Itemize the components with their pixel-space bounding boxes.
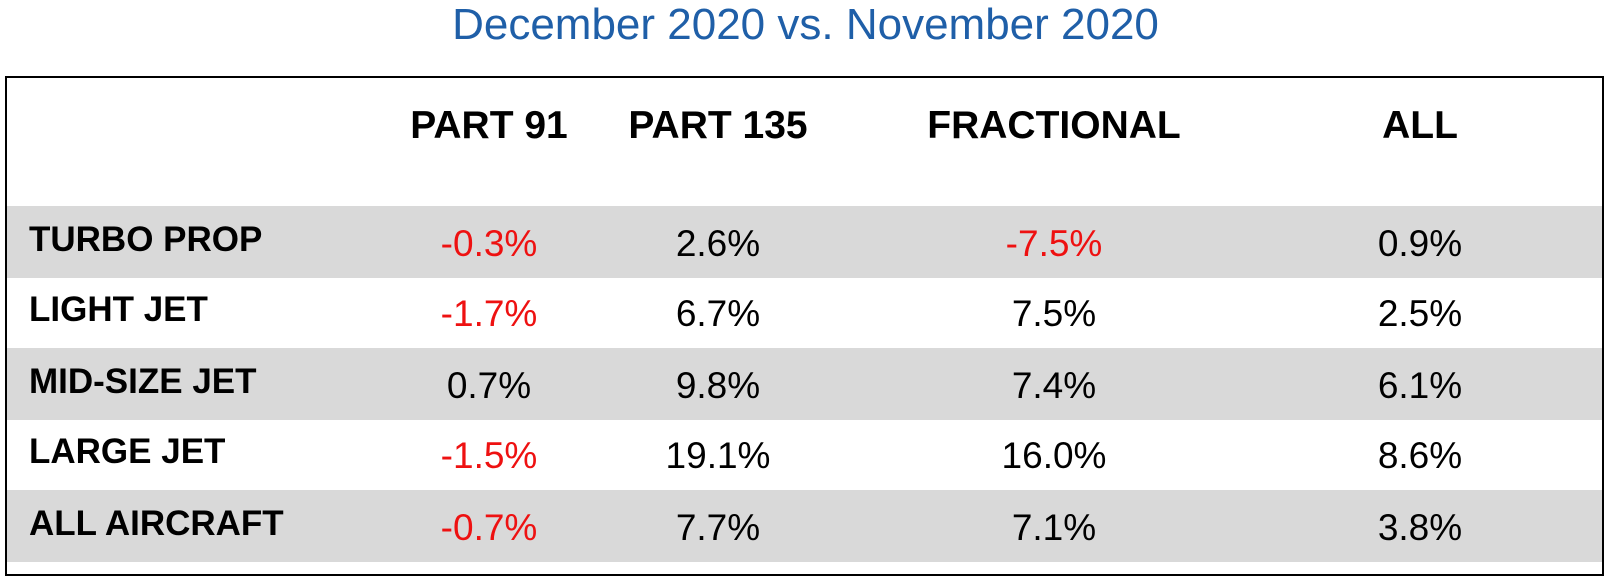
table-row: LARGE JET -1.5% 19.1% 16.0% 8.6% (7, 418, 1602, 490)
column-header-part-135: PART 135 (628, 104, 808, 147)
cell-turbo-prop-part-91: -0.3% (440, 223, 538, 264)
cell-mid-size-jet-part-91: 0.7% (446, 365, 532, 406)
table-row: LIGHT JET -1.7% 6.7% 7.5% 2.5% (7, 276, 1602, 348)
column-header-all: ALL (1382, 104, 1458, 147)
cell-large-jet-part-91: -1.5% (440, 435, 538, 476)
cell-mid-size-jet-part-135: 9.8% (675, 365, 761, 406)
column-header-part-91: PART 91 (410, 104, 568, 147)
cell-all-aircraft-part-135: 7.7% (675, 507, 761, 548)
row-label-all-aircraft: ALL AIRCRAFT (29, 504, 284, 543)
cell-all-aircraft-all: 3.8% (1377, 507, 1463, 548)
cell-light-jet-part-135: 6.7% (675, 293, 761, 334)
cell-all-aircraft-part-91: -0.7% (440, 507, 538, 548)
column-header-fractional: FRACTIONAL (927, 104, 1181, 147)
cell-light-jet-part-91: -1.7% (440, 293, 538, 334)
table-row: MID-SIZE JET 0.7% 9.8% 7.4% 6.1% (7, 348, 1602, 420)
cell-large-jet-fractional: 16.0% (1001, 435, 1107, 476)
row-label-mid-size-jet: MID-SIZE JET (29, 362, 257, 401)
cell-light-jet-all: 2.5% (1377, 293, 1463, 334)
cell-light-jet-fractional: 7.5% (1011, 293, 1097, 334)
table-row: ALL AIRCRAFT -0.7% 7.7% 7.1% 3.8% (7, 490, 1602, 562)
cell-turbo-prop-part-135: 2.6% (675, 223, 761, 264)
table-header-row: PART 91 PART 135 FRACTIONAL ALL (7, 78, 1602, 208)
row-label-large-jet: LARGE JET (29, 432, 226, 471)
cell-mid-size-jet-fractional: 7.4% (1011, 365, 1097, 406)
row-label-light-jet: LIGHT JET (29, 290, 208, 329)
cell-large-jet-part-135: 19.1% (665, 435, 771, 476)
table-row: TURBO PROP -0.3% 2.6% -7.5% 0.9% (7, 206, 1602, 278)
cell-turbo-prop-fractional: -7.5% (1005, 223, 1103, 264)
chart-title: December 2020 vs. November 2020 (452, 0, 1159, 49)
cell-mid-size-jet-all: 6.1% (1377, 365, 1463, 406)
cell-all-aircraft-fractional: 7.1% (1011, 507, 1097, 548)
cell-turbo-prop-all: 0.9% (1377, 223, 1463, 264)
cell-large-jet-all: 8.6% (1377, 435, 1463, 476)
data-table: PART 91 PART 135 FRACTIONAL ALL TURBO PROP -… (5, 76, 1604, 576)
row-label-turbo-prop: TURBO PROP (29, 220, 263, 259)
